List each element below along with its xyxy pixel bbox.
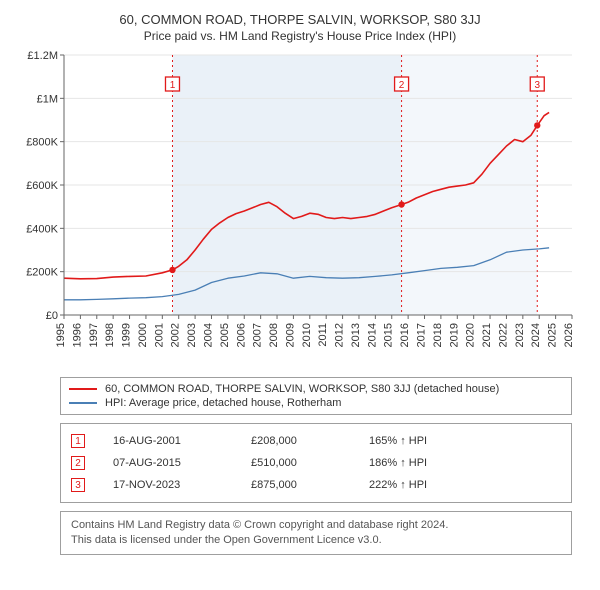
ytick-label: £1.2M [27,50,58,62]
sale-date: 17-NOV-2023 [113,479,223,491]
sale-date: 07-AUG-2015 [113,457,223,469]
sale-price: £510,000 [251,457,341,469]
sale-delta: 165% ↑ HPI [369,435,427,447]
xtick-label: 2021 [481,323,493,347]
ytick-label: £400K [26,223,58,235]
xtick-label: 2017 [416,323,428,347]
chart: 1 2 3 £0 £200K £400K £600K £800K £1M £1.2M 1995 199… [12,47,588,367]
xtick-label: 2003 [186,323,198,347]
sale-marker-label: 1 [170,80,176,91]
sale-delta: 222% ↑ HPI [369,479,427,491]
xtick-label: 1997 [88,323,100,347]
sale-marker: 1 [71,434,85,448]
xtick-label: 2016 [399,323,411,347]
xtick-label: 2002 [170,323,182,347]
xtick-label: 1996 [71,323,83,347]
ytick-label: £600K [26,180,58,192]
sale-marker: 3 [71,478,85,492]
xtick-label: 2000 [137,323,149,347]
legend-swatch [69,402,97,404]
xtick-label: 2022 [497,323,509,347]
xtick-label: 2019 [448,323,460,347]
xtick-label: 2008 [268,323,280,347]
ytick-label: £1M [37,93,58,105]
ytick-label: £800K [26,137,58,149]
xtick-label: 2025 [547,323,559,347]
sale-row: 2 07-AUG-2015 £510,000 186% ↑ HPI [71,452,561,474]
xtick-label: 2005 [219,323,231,347]
legend: 60, COMMON ROAD, THORPE SALVIN, WORKSOP,… [60,377,572,415]
xtick-label: 2018 [432,323,444,347]
xtick-label: 1998 [104,323,116,347]
xtick-label: 2014 [366,323,378,347]
xtick-label: 1995 [55,323,67,347]
chart-svg: 1 2 3 £0 £200K £400K £600K £800K £1M £1.2M 1995 199… [12,47,588,367]
xtick-label: 2009 [284,323,296,347]
xtick-label: 2007 [252,323,264,347]
sale-price: £875,000 [251,479,341,491]
sale-marker-label: 2 [399,80,405,91]
xtick-label: 2026 [563,323,575,347]
legend-swatch [69,388,97,390]
xtick-label: 2012 [334,323,346,347]
attribution-line2: This data is licensed under the Open Gov… [71,533,561,548]
sale-price: £208,000 [251,435,341,447]
attribution: Contains HM Land Registry data © Crown c… [60,511,572,555]
xtick-label: 2023 [514,323,526,347]
sale-dot [398,201,404,207]
legend-row: HPI: Average price, detached house, Roth… [69,396,563,410]
sale-row: 1 16-AUG-2001 £208,000 165% ↑ HPI [71,430,561,452]
sale-dot [534,122,540,128]
xtick-label: 2013 [350,323,362,347]
ytick-label: £200K [26,267,58,279]
xtick-label: 2010 [301,323,313,347]
xtick-label: 2006 [235,323,247,347]
attribution-line1: Contains HM Land Registry data © Crown c… [71,518,561,533]
sale-row: 3 17-NOV-2023 £875,000 222% ↑ HPI [71,474,561,496]
title-address: 60, COMMON ROAD, THORPE SALVIN, WORKSOP,… [12,12,588,27]
legend-label: 60, COMMON ROAD, THORPE SALVIN, WORKSOP,… [105,383,499,395]
sale-marker: 2 [71,456,85,470]
xtick-label: 2001 [153,323,165,347]
sale-date: 16-AUG-2001 [113,435,223,447]
title-block: 60, COMMON ROAD, THORPE SALVIN, WORKSOP,… [12,12,588,43]
title-subtitle: Price paid vs. HM Land Registry's House … [12,29,588,43]
xtick-label: 2011 [317,323,329,347]
legend-label: HPI: Average price, detached house, Roth… [105,397,341,409]
legend-row: 60, COMMON ROAD, THORPE SALVIN, WORKSOP,… [69,382,563,396]
xtick-label: 2020 [465,323,477,347]
xtick-label: 2015 [383,323,395,347]
sales-table: 1 16-AUG-2001 £208,000 165% ↑ HPI 2 07-AUG-20… [60,423,572,503]
ytick-label: £0 [46,310,58,322]
xtick-label: 2004 [202,323,214,347]
sale-marker-label: 3 [534,80,540,91]
sale-dot [169,267,175,273]
xtick-label: 2024 [530,323,542,347]
xtick-label: 1999 [121,323,133,347]
sale-delta: 186% ↑ HPI [369,457,427,469]
